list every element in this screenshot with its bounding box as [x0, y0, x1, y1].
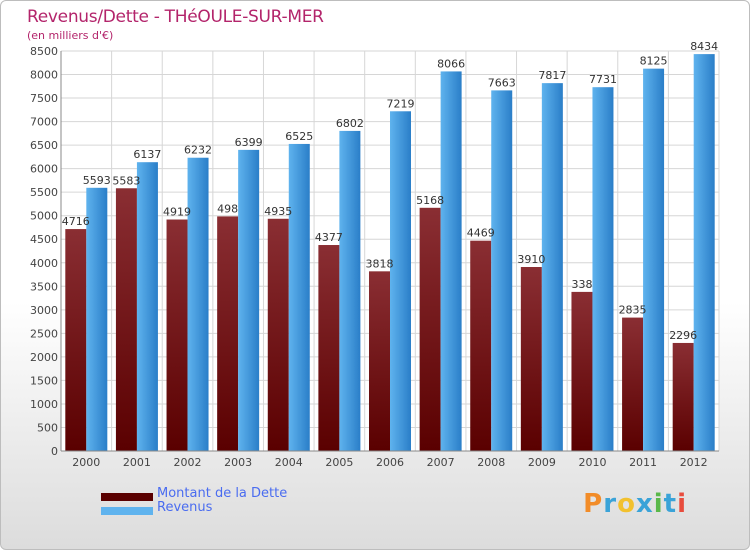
- data-label-dette-2000: 4716: [62, 215, 90, 228]
- logo-letter: i: [653, 489, 664, 519]
- logo-letter: x: [635, 489, 654, 519]
- y-tick-label: 8000: [30, 69, 58, 82]
- legend-label-dette: Montant de la Dette: [157, 486, 288, 501]
- data-label-revenus-2005: 6802: [336, 117, 364, 130]
- logo-letter: i: [677, 489, 687, 519]
- bar-dette-2003: [217, 216, 239, 451]
- data-label-dette-2009: 3910: [517, 253, 545, 266]
- x-tick-label-2002: 2002: [174, 456, 202, 469]
- bar-revenus-2009: [541, 83, 563, 451]
- y-tick-label: 7500: [30, 92, 58, 105]
- x-tick-label-2010: 2010: [578, 456, 606, 469]
- data-label-revenus-2004: 6525: [285, 130, 313, 143]
- bar-revenus-2006: [390, 111, 411, 452]
- data-label-dette-2003: 498: [217, 202, 238, 215]
- data-label-dette-2002: 4919: [163, 206, 191, 219]
- bar-revenus-2002: [187, 157, 209, 451]
- bar-dette-2006: [369, 271, 390, 451]
- bar-dette-2007: [419, 207, 441, 451]
- y-tick-label: 1500: [30, 374, 58, 387]
- y-tick-label: 5500: [30, 186, 58, 199]
- x-tick-label-2007: 2007: [427, 456, 455, 469]
- x-tick-label-2005: 2005: [325, 456, 353, 469]
- y-tick-label: 5000: [30, 210, 58, 223]
- data-label-revenus-2007: 8066: [437, 57, 465, 70]
- data-label-revenus-2010: 7731: [589, 73, 617, 86]
- bar-revenus-2008: [491, 90, 513, 451]
- data-label-dette-2011: 2835: [619, 304, 647, 317]
- y-tick-label: 0: [51, 445, 58, 458]
- bar-dette-2009: [520, 267, 542, 451]
- bar-dette-2012: [672, 342, 694, 451]
- bar-revenus-2003: [238, 149, 260, 451]
- chart-title: Revenus/Dette - THéOULE-SUR-MER: [27, 7, 324, 27]
- y-tick-label: 3000: [30, 304, 58, 317]
- data-label-dette-2004: 4935: [264, 205, 292, 218]
- bar-revenus-2005: [339, 130, 361, 451]
- x-tick-label-2012: 2012: [680, 456, 708, 469]
- data-label-revenus-2011: 8125: [640, 55, 668, 68]
- data-label-revenus-2012: 8434: [690, 40, 718, 53]
- data-label-revenus-2009: 7817: [538, 69, 566, 82]
- legend-swatch-revenus: [101, 507, 153, 515]
- data-label-revenus-2008: 7663: [488, 76, 516, 89]
- legend-swatch-dette: [101, 493, 153, 501]
- x-tick-label-2006: 2006: [376, 456, 404, 469]
- data-label-dette-2006: 3818: [366, 257, 394, 270]
- logo-letter: t: [663, 489, 678, 519]
- y-tick-label: 2000: [30, 351, 58, 364]
- data-label-dette-2008: 4469: [467, 227, 495, 240]
- y-tick-label: 1000: [30, 398, 58, 411]
- bar-dette-2005: [318, 245, 340, 451]
- bar-dette-2000: [65, 229, 87, 451]
- logo-letter: o: [617, 489, 636, 519]
- bar-revenus-2007: [440, 71, 462, 452]
- bar-dette-2001: [115, 188, 137, 452]
- x-tick-label-2000: 2000: [72, 456, 100, 469]
- bar-revenus-2004: [288, 143, 310, 452]
- y-tick-label: 6000: [30, 163, 58, 176]
- x-tick-label-2008: 2008: [477, 456, 505, 469]
- bar-revenus-2011: [643, 68, 665, 451]
- y-tick-label: 6500: [30, 139, 58, 152]
- y-tick-label: 2500: [30, 327, 58, 340]
- data-label-revenus-2002: 6232: [184, 144, 212, 157]
- bar-revenus-2010: [592, 87, 614, 451]
- bar-dette-2011: [622, 317, 644, 451]
- x-tick-label-2011: 2011: [629, 456, 657, 469]
- y-tick-label: 500: [37, 421, 58, 434]
- x-tick-label-2004: 2004: [275, 456, 303, 469]
- data-label-revenus-2000: 5593: [83, 174, 111, 187]
- data-label-dette-2001: 5583: [112, 174, 140, 187]
- data-label-dette-2007: 5168: [416, 194, 444, 207]
- bar-dette-2010: [571, 291, 593, 451]
- proxiti-logo: Proxiti: [583, 489, 687, 519]
- data-label-revenus-2006: 7219: [387, 97, 415, 110]
- bar-dette-2002: [166, 219, 188, 451]
- y-tick-label: 3500: [30, 280, 58, 293]
- x-tick-label-2001: 2001: [123, 456, 151, 469]
- y-tick-label: 4000: [30, 257, 58, 270]
- chart-subtitle: (en milliers d'€): [27, 29, 114, 42]
- bar-revenus-2000: [86, 187, 108, 452]
- data-label-dette-2010: 338: [571, 278, 592, 291]
- logo-letter: P: [583, 489, 604, 519]
- y-tick-label: 7000: [30, 116, 58, 129]
- data-label-revenus-2001: 6137: [133, 148, 161, 161]
- bar-revenus-2012: [693, 54, 715, 451]
- bar-dette-2004: [267, 218, 289, 451]
- y-tick-label: 8500: [30, 45, 58, 58]
- legend-label-revenus: Revenus: [157, 500, 213, 515]
- logo-letter: r: [603, 489, 618, 519]
- data-label-revenus-2003: 6399: [235, 136, 263, 149]
- x-tick-label-2009: 2009: [528, 456, 556, 469]
- data-label-dette-2012: 2296: [669, 329, 697, 342]
- bar-dette-2008: [470, 240, 492, 451]
- data-label-dette-2005: 4377: [315, 231, 343, 244]
- y-tick-label: 4500: [30, 233, 58, 246]
- bar-revenus-2001: [136, 162, 158, 451]
- x-tick-label-2003: 2003: [224, 456, 252, 469]
